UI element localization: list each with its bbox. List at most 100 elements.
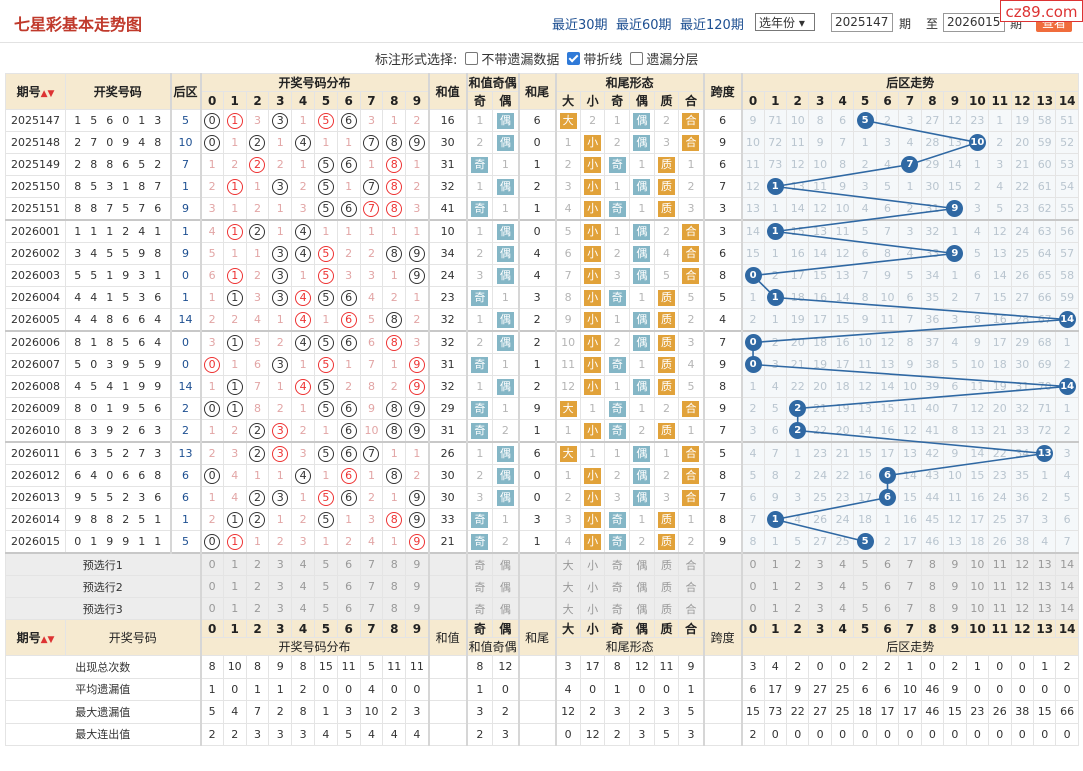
trend-cell: 1 — [763, 508, 787, 531]
dist-cell: 9 — [405, 486, 430, 509]
trend-miss: 3 — [875, 131, 900, 154]
dist-miss: 3 — [199, 197, 224, 221]
stat: 3 — [554, 655, 581, 679]
back-digit: 8 — [920, 552, 945, 576]
trend-miss: 25 — [830, 530, 855, 554]
option[interactable]: 遗漏分层 — [630, 52, 698, 68]
hit-circle: 1 — [226, 334, 243, 351]
checkbox[interactable] — [465, 52, 479, 65]
dist-cell: 0 — [199, 353, 224, 376]
options-label: 标注形式选择: — [375, 53, 458, 68]
trend-miss: 25 — [1010, 242, 1034, 265]
stat: 11 — [382, 655, 407, 679]
number: 8 — [74, 336, 82, 349]
number: 5 — [122, 291, 130, 304]
empty — [517, 722, 557, 746]
shape-tag: 大 — [559, 112, 577, 129]
shape-miss: 2 — [653, 109, 680, 132]
hit-circle: 4 — [295, 378, 312, 395]
number: 5 — [106, 491, 114, 504]
trend-miss: 24 — [830, 508, 855, 531]
option[interactable]: 带折线 — [567, 52, 622, 68]
option[interactable]: 不带遗漏数据 — [465, 52, 559, 68]
dist-cell: 1 — [222, 508, 247, 531]
dist-cell: 9 — [405, 242, 430, 265]
trend-hit: 9 — [946, 245, 964, 262]
number: 9 — [122, 535, 130, 548]
data-row: 2026003 5 5 1 9 3 1 0 6 1 2 3 1 5 3 3 1 9 24 3 偶 4 7 小 3 偶 5 合 8 0 2 17… — [5, 264, 1079, 287]
stat: 10 — [898, 677, 922, 701]
hit-circle: 6 — [340, 445, 357, 462]
checkbox[interactable] — [630, 52, 644, 65]
dist-cell: 7 — [359, 441, 384, 465]
shape-label: 大 — [554, 619, 581, 638]
sort-arrow[interactable]: ▲▼ — [40, 635, 55, 645]
to-input[interactable]: 2026015 — [943, 13, 1005, 32]
period-link[interactable]: 最近120期 — [680, 18, 744, 33]
back-digit: 10 — [965, 597, 990, 620]
dist-miss: 2 — [336, 530, 361, 554]
trend-miss: 23 — [988, 464, 1012, 487]
dist-miss: 6 — [199, 264, 224, 287]
checkbox[interactable] — [567, 52, 581, 65]
back-digit: 1 — [763, 619, 787, 638]
oe-label: 奇 — [465, 619, 494, 638]
period-link[interactable]: 最近60期 — [616, 18, 672, 33]
trend-miss: 21 — [830, 441, 855, 465]
shape-cell: 合 — [678, 242, 705, 265]
dist-cell: 5 — [313, 397, 338, 420]
sort-arrow[interactable]: ▲▼ — [40, 89, 55, 99]
number: 6 — [122, 313, 130, 326]
trend-miss: 29 — [920, 153, 945, 176]
hit-circle: 6 — [340, 489, 357, 506]
dist-cell: 9 — [405, 375, 430, 398]
dist-cell: 6 — [336, 464, 361, 487]
shape-cell: 小 — [579, 419, 606, 443]
shape-cell: 小 — [579, 375, 606, 398]
number: 4 — [90, 247, 98, 260]
oe-label: 奇 — [465, 91, 494, 110]
trend-miss: 68 — [1032, 330, 1057, 354]
trend-miss: 27 — [808, 530, 832, 554]
number: 7 — [106, 202, 114, 215]
back-digit: 4 — [830, 575, 855, 598]
back-digit: 3 — [808, 552, 832, 576]
hit-circle: 1 — [226, 511, 243, 528]
dist-miss: 2 — [405, 464, 430, 487]
dist-cell: 4 — [291, 375, 315, 398]
dist-miss: 1 — [382, 353, 407, 376]
pick-digit: 3 — [268, 575, 293, 598]
stat: 25 — [830, 700, 855, 724]
shape-miss: 1 — [604, 308, 631, 332]
dist-cell: 3 — [268, 419, 293, 443]
page-title: 七星彩基本走势图 — [14, 15, 143, 34]
header: 和尾 — [517, 73, 557, 110]
tail: 2 — [517, 175, 557, 198]
number: 0 — [106, 136, 114, 149]
shape-cell: 奇 — [604, 508, 631, 531]
sum: 32 — [427, 330, 468, 354]
pick-digit: 9 — [405, 575, 430, 598]
empty — [427, 552, 468, 576]
trend-hit: 6 — [879, 489, 897, 506]
number: 3 — [138, 291, 146, 304]
stat: 0 — [808, 722, 832, 746]
period-link[interactable]: 最近30期 — [552, 18, 608, 33]
pick-digit: 4 — [291, 552, 315, 576]
year-select[interactable]: 选年份 ▾ — [755, 13, 815, 31]
trend-miss: 34 — [920, 264, 945, 287]
empty — [427, 655, 468, 679]
dist-cell: 4 — [291, 131, 315, 154]
back-digit: 12 — [1010, 575, 1034, 598]
oe-cell: 偶 — [492, 109, 520, 132]
dist-miss: 2 — [382, 286, 407, 309]
number: 3 — [138, 269, 146, 282]
stat: 7 — [245, 700, 270, 724]
digit: 5 — [313, 619, 338, 638]
trend-miss: 14 — [740, 219, 765, 243]
shape-cell: 合 — [678, 441, 705, 465]
from-input[interactable]: 2025147 — [831, 13, 893, 32]
trend-miss: 11 — [898, 397, 922, 420]
